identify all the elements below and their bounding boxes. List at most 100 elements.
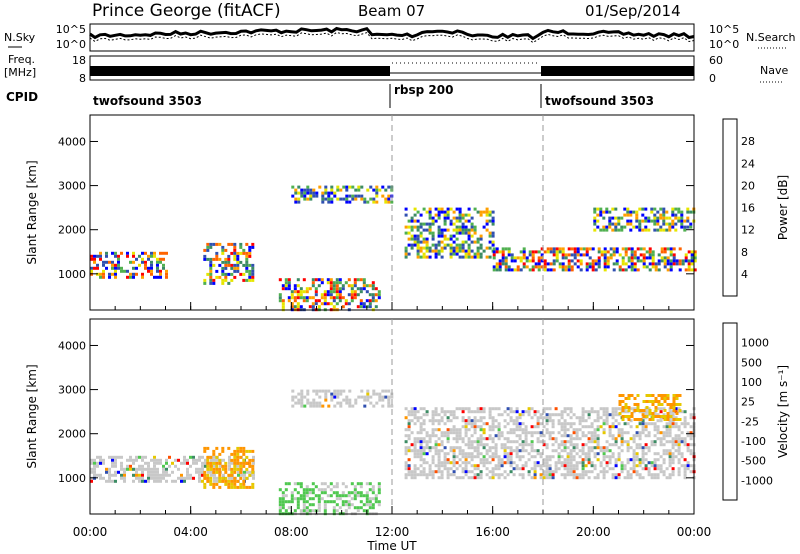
power-echo-cell [669,268,673,272]
velocity-echo-cell [617,434,621,438]
power-echo-cell [467,243,471,247]
velocity-echo-cell [686,467,690,471]
power-echo-cell [440,210,444,214]
velocity-echo-cell [455,428,459,432]
velocity-echo-cell [656,428,660,432]
velocity-echo-cell [566,470,570,474]
power-echo-cell [452,246,456,250]
power-echo-cell [381,194,385,198]
velocity-echo-cell [503,410,507,414]
velocity-echo-cell [467,440,471,444]
power-echo-cell [431,237,435,241]
velocity-echo-cell [626,422,630,426]
power-echo-cell [668,228,672,232]
velocity-echo-cell [575,464,579,468]
velocity-echo-cell [656,413,660,417]
velocity-echo-cell [363,404,367,408]
power-echo-cell [593,207,597,211]
velocity-echo-cell [566,422,570,426]
velocity-echo-cell [479,434,483,438]
power-echo-cell [558,247,562,251]
velocity-echo-cell [617,446,621,450]
power-echo-cell [470,234,474,238]
power-echo-cell [599,213,603,217]
power-echo-cell [309,188,313,192]
velocity-echo-cell [653,413,657,417]
power-echo-cell [597,259,601,263]
velocity-echo-cell [575,434,579,438]
velocity-echo-cell [390,404,394,408]
power-echo-cell [620,225,624,229]
power-echo-cell [345,185,349,189]
power-echo-cell [602,228,606,232]
velocity-echo-cell [227,479,231,483]
power-echo-cell [230,242,234,246]
power-echo-cell [203,248,207,252]
velocity-echo-cell [602,419,606,423]
velocity-echo-cell [665,434,669,438]
velocity-echo-cell [641,461,645,465]
velocity-echo-cell [111,458,114,462]
velocity-echo-cell [425,446,429,450]
power-echo-cell [227,281,231,285]
power-echo-cell [519,268,523,272]
power-echo-cell [135,266,138,270]
power-echo-cell [209,275,213,279]
power-echo-cell [623,225,627,229]
velocity-echo-cell [245,455,249,459]
velocity-echo-cell [416,419,420,423]
velocity-echo-cell [317,497,321,501]
velocity-echo-cell [252,476,255,480]
power-echo-cell [354,188,358,192]
velocity-echo-cell [491,416,495,420]
velocity-echo-cell [339,401,343,405]
power-echo-cell [678,259,682,263]
power-echo-cell [375,191,379,195]
power-echo-cell [303,191,307,195]
power-echo-cell [233,263,237,267]
velocity-echo-cell [677,446,681,450]
velocity-echo-cell [656,467,660,471]
velocity-echo-cell [99,461,102,465]
velocity-echo-cell [590,437,594,441]
power-echo-cell [630,253,634,257]
velocity-echo-cell [114,473,117,477]
velocity-echo-cell [644,422,648,426]
velocity-echo-cell [515,440,519,444]
power-echo-cell [546,250,550,254]
velocity-echo-cell [593,431,597,435]
velocity-echo-cell [638,476,642,480]
velocity-echo-cell [212,449,216,453]
velocity-echo-cell [665,452,669,456]
power-echo-cell [335,296,339,300]
velocity-echo-cell [689,413,693,417]
power-echo-cell [384,188,388,192]
velocity-echo-cell [686,464,690,468]
velocity-echo-cell [473,422,477,426]
velocity-echo-cell [602,446,606,450]
velocity-echo-cell [147,461,150,465]
velocity-echo-cell [485,473,489,477]
velocity-echo-cell [428,467,432,471]
velocity-echo-cell [99,455,102,459]
power-echo-cell [626,222,630,226]
velocity-echo-cell [617,476,621,480]
velocity-echo-cell [668,428,672,432]
velocity-echo-cell [689,416,693,420]
velocity-echo-cell [404,446,408,450]
velocity-echo-cell [464,458,468,462]
power-echo-cell [336,188,340,192]
velocity-echo-cell [572,443,576,447]
velocity-echo-cell [162,470,165,474]
velocity-echo-cell [413,455,417,459]
velocity-echo-cell [467,476,471,480]
velocity-echo-cell [611,473,615,477]
velocity-echo-cell [617,455,621,459]
velocity-echo-cell [461,425,465,429]
power-echo-cell [653,213,657,217]
power-echo-cell [123,269,126,273]
velocity-echo-cell [425,410,429,414]
power-ytick-label: 1000 [58,268,86,281]
x-tick-label: 00:00 [73,525,108,539]
